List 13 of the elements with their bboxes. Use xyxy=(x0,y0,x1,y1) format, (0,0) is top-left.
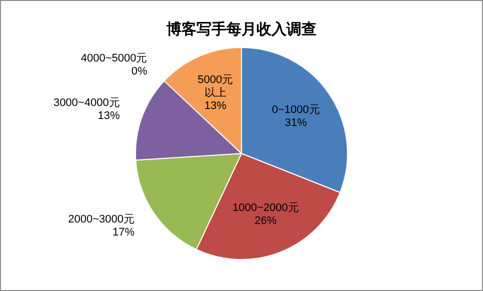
slice-label: 5000元以上 xyxy=(198,74,234,100)
slice-label: 1000~2000元 xyxy=(232,202,299,214)
data-label: 31% xyxy=(284,117,308,130)
data-label: 13% xyxy=(204,100,227,112)
data-label: 26% xyxy=(254,215,277,228)
category-label: 4000~5000元 xyxy=(80,52,148,65)
data-label: 13% xyxy=(98,110,120,122)
text: 0% xyxy=(131,66,148,78)
slice-label: 2000~3000元 xyxy=(68,214,135,226)
data-label: 17% xyxy=(112,226,135,239)
chart-title: 博客写手每月收入调查 xyxy=(166,20,316,38)
slice-label: 0~1000元 xyxy=(272,104,320,116)
slice-label: 3000~4000元 xyxy=(53,97,120,110)
